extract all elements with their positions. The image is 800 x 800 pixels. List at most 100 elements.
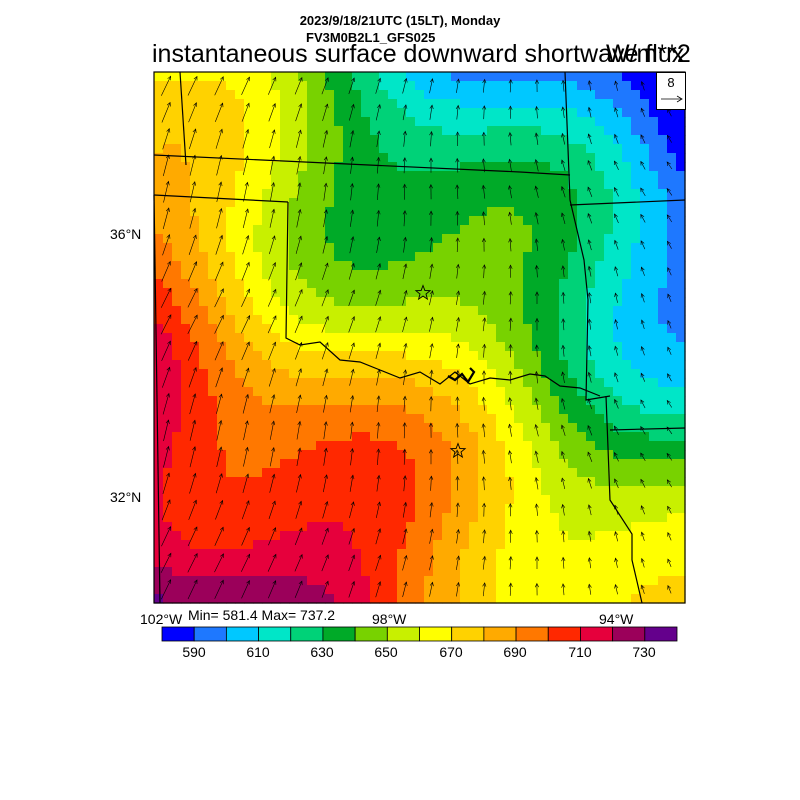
field-cell (379, 576, 389, 586)
field-cell (460, 207, 470, 217)
field-cell (181, 324, 191, 334)
wind-arrow (667, 240, 672, 249)
field-cell (181, 126, 191, 136)
field-cell (667, 576, 677, 586)
field-cell (325, 153, 335, 163)
field-cell (649, 90, 659, 100)
field-cell (595, 261, 605, 271)
field-cell (334, 180, 344, 190)
field-cell (361, 567, 371, 577)
field-cell (154, 396, 164, 406)
field-cell (370, 162, 380, 172)
field-cell (199, 252, 209, 262)
field-cell (649, 279, 659, 289)
field-cell (397, 423, 407, 433)
field-cell (253, 495, 263, 505)
wind-arrow (296, 155, 302, 175)
field-cell (352, 243, 362, 253)
field-cell (334, 234, 344, 244)
field-cell (199, 135, 209, 145)
field-cell (478, 531, 488, 541)
field-cell (190, 369, 200, 379)
field-cell (262, 342, 272, 352)
field-cell (343, 567, 353, 577)
field-cell (253, 351, 263, 361)
field-cell (487, 387, 497, 397)
field-cell (595, 585, 605, 595)
field-cell (649, 351, 659, 361)
field-cell (478, 333, 488, 343)
field-cell (532, 126, 542, 136)
field-cell (523, 216, 533, 226)
field-cell (577, 333, 587, 343)
field-cell (361, 297, 371, 307)
field-cell (442, 315, 452, 325)
lake-texoma (447, 367, 476, 384)
field-cell (649, 450, 659, 460)
field-cell (226, 99, 236, 109)
field-cell (658, 189, 668, 199)
wind-arrow (160, 314, 172, 335)
field-cell (658, 423, 668, 433)
field-cell (199, 333, 209, 343)
field-cell (244, 477, 254, 487)
wind-arrow (534, 397, 539, 410)
field-cell (496, 306, 506, 316)
field-cell (244, 540, 254, 550)
wind-arrow (323, 156, 328, 175)
field-cell (613, 234, 623, 244)
field-cell (154, 459, 164, 469)
field-cell (172, 540, 182, 550)
border-line (569, 199, 686, 206)
field-cell (271, 144, 281, 154)
wind-arrow (215, 499, 224, 520)
field-cell (541, 342, 551, 352)
field-cell (424, 306, 434, 316)
field-cell (307, 486, 317, 496)
field-cell (613, 72, 623, 82)
field-cell (208, 486, 218, 496)
field-cell (199, 351, 209, 361)
field-cell (523, 126, 533, 136)
field-cell (532, 225, 542, 235)
wind-arrow (216, 419, 223, 441)
field-cell (325, 315, 335, 325)
wind-arrow (481, 449, 486, 464)
field-cell (532, 117, 542, 127)
field-cell (352, 342, 362, 352)
field-cell (388, 198, 398, 208)
field-cell (487, 441, 497, 451)
field-cell (532, 495, 542, 505)
field-cell (271, 441, 281, 451)
field-cell (181, 144, 191, 154)
field-cell (550, 549, 560, 559)
field-cell (199, 594, 209, 604)
field-cell (415, 279, 425, 289)
field-cell (262, 522, 272, 532)
field-cell (181, 558, 191, 568)
field-cell (415, 315, 425, 325)
field-cell (550, 261, 560, 271)
field-cell (604, 252, 614, 262)
wind-arrow (295, 368, 302, 387)
wind-arrow (322, 235, 329, 254)
field-cell (199, 315, 209, 325)
field-cell (343, 270, 353, 280)
field-cell (406, 198, 416, 208)
wind-arrow (241, 261, 250, 281)
field-cell (541, 414, 551, 424)
field-cell (595, 252, 605, 262)
field-cell (190, 279, 200, 289)
field-cell (433, 117, 443, 127)
field-cell (343, 297, 353, 307)
wind-arrow (534, 264, 539, 278)
field-cell (361, 99, 371, 109)
field-cell (460, 531, 470, 541)
field-cell (307, 351, 317, 361)
field-cell (613, 279, 623, 289)
field-cell (460, 495, 470, 505)
wind-arrow (667, 584, 672, 594)
field-cell (271, 522, 281, 532)
field-cell (316, 567, 326, 577)
field-cell (469, 288, 479, 298)
